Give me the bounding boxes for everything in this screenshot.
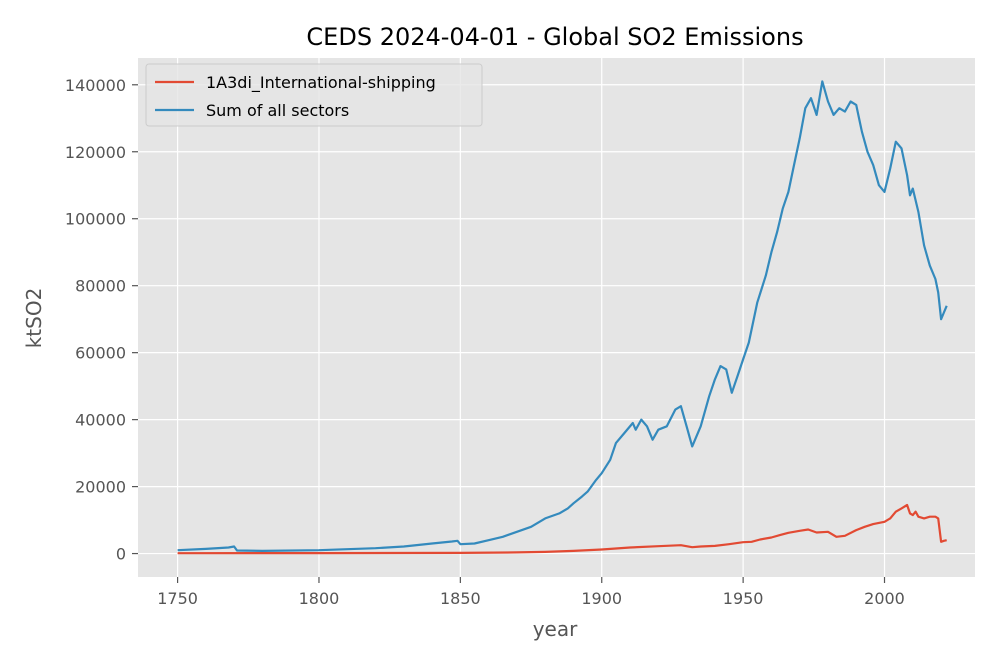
series-line-sum bbox=[177, 80, 948, 552]
x-tick-label: 1950 bbox=[723, 589, 764, 608]
x-tick-label: 1850 bbox=[440, 589, 481, 608]
y-axis-label: ktSO2 bbox=[22, 288, 46, 349]
x-axis-label: year bbox=[533, 617, 578, 641]
x-axis-ticks: 1750 1800 1850 1900 1950 2000 bbox=[157, 577, 905, 608]
grid-lines bbox=[138, 58, 975, 577]
legend-label-shipping: 1A3di_International-shipping bbox=[206, 73, 436, 93]
y-tick-label: 100000 bbox=[65, 210, 126, 229]
legend: 1A3di_International-shipping Sum of all … bbox=[145, 63, 483, 127]
y-tick-label: 120000 bbox=[65, 143, 126, 162]
legend-label-sum: Sum of all sectors bbox=[206, 101, 349, 120]
y-tick-label: 60000 bbox=[75, 344, 126, 363]
x-tick-label: 1800 bbox=[299, 589, 340, 608]
x-tick-label: 2000 bbox=[864, 589, 905, 608]
x-tick-label: 1750 bbox=[157, 589, 198, 608]
y-tick-label: 140000 bbox=[65, 76, 126, 95]
series-lines bbox=[177, 80, 948, 555]
y-tick-label: 40000 bbox=[75, 411, 126, 430]
y-tick-label: 20000 bbox=[75, 478, 126, 497]
series-line-shipping bbox=[177, 503, 947, 555]
legend-box bbox=[145, 63, 483, 127]
x-tick-label: 1900 bbox=[581, 589, 622, 608]
plot-area bbox=[138, 58, 975, 577]
chart-title: CEDS 2024-04-01 - Global SO2 Emissions bbox=[306, 23, 803, 51]
y-axis-ticks: 0 20000 40000 60000 80000 100000 120000 140000 bbox=[65, 76, 138, 564]
y-tick-label: 80000 bbox=[75, 277, 126, 296]
y-tick-label: 0 bbox=[116, 545, 126, 564]
